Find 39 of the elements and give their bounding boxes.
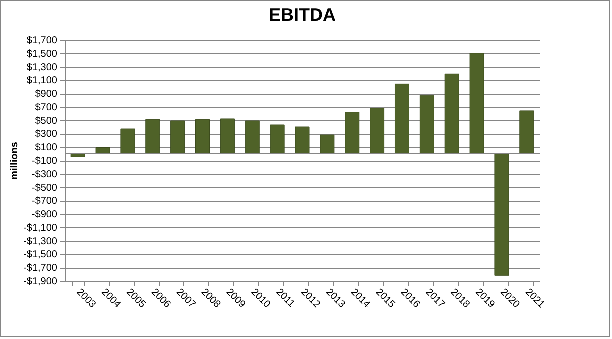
y-tick-label: -$1,900	[24, 276, 58, 288]
y-tick-label: $500	[35, 116, 58, 127]
y-tick-label: -$500	[32, 182, 58, 194]
y-tick-label: $1,300	[26, 62, 58, 74]
y-tick-label: $1,500	[26, 48, 58, 60]
y-tick-label: -$900	[32, 210, 58, 221]
y-tick-label: -$1,100	[24, 222, 58, 234]
bar	[420, 95, 434, 154]
chart-title: EBITDA	[269, 5, 336, 25]
bar	[494, 154, 510, 276]
bar	[520, 110, 534, 154]
y-tick-label: -$300	[32, 169, 58, 180]
y-tick-label: $100	[35, 142, 58, 154]
y-axis-title: millions	[10, 142, 21, 180]
bar	[370, 108, 385, 154]
y-tick-label: -$700	[32, 196, 58, 208]
y-tick-label: -$1,300	[24, 236, 58, 248]
y-tick-label: $300	[35, 129, 58, 140]
y-tick-label: $900	[35, 89, 58, 100]
bar	[120, 128, 136, 154]
y-tick-label: $1,100	[26, 76, 58, 87]
bar	[220, 118, 235, 154]
bar	[270, 124, 285, 154]
bar	[444, 74, 460, 154]
y-tick-label: $700	[35, 102, 58, 114]
bar	[96, 148, 110, 154]
bar	[170, 120, 186, 154]
bar	[146, 119, 160, 154]
y-tick-label: -$1,700	[24, 263, 58, 274]
bar	[245, 120, 260, 154]
y-tick-label: $1,700	[26, 36, 58, 46]
bar	[470, 53, 484, 154]
bar	[394, 84, 410, 154]
y-tick-label: -$100	[32, 156, 58, 167]
y-tick-label: -$1,500	[24, 250, 58, 261]
bar	[295, 126, 310, 154]
bar	[196, 119, 210, 154]
bar	[320, 134, 335, 154]
bar	[345, 112, 360, 154]
